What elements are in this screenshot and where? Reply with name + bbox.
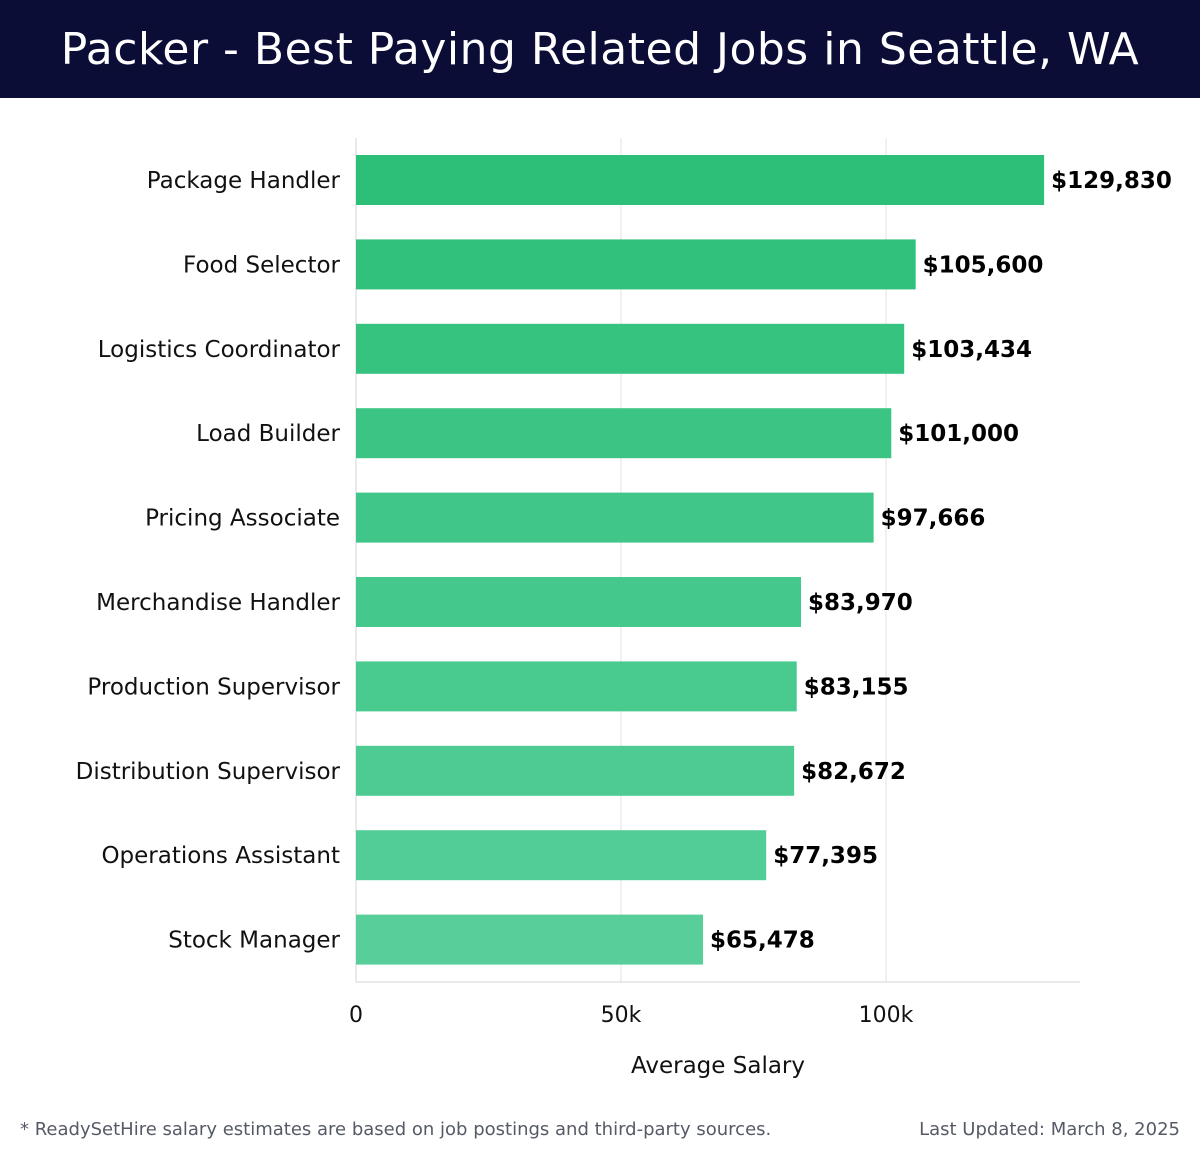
- value-label-1: $105,600: [923, 252, 1044, 278]
- value-label-2: $103,434: [911, 337, 1032, 363]
- bar-1: [356, 239, 916, 290]
- chart-title: Packer - Best Paying Related Jobs in Sea…: [60, 23, 1140, 75]
- category-label-4: Pricing Associate: [145, 506, 340, 532]
- category-label-6: Production Supervisor: [87, 674, 340, 700]
- category-label-5: Merchandise Handler: [96, 590, 340, 616]
- value-label-0: $129,830: [1051, 168, 1172, 194]
- category-label-0: Package Handler: [147, 168, 341, 194]
- value-label-3: $101,000: [898, 421, 1019, 447]
- x-axis-title: Average Salary: [631, 1053, 805, 1079]
- last-updated: Last Updated: March 8, 2025: [919, 1119, 1180, 1140]
- bar-8: [356, 830, 767, 881]
- bar-9: [356, 914, 704, 965]
- bar-2: [356, 323, 905, 374]
- bar-6: [356, 661, 797, 712]
- value-label-6: $83,155: [804, 674, 909, 700]
- value-label-4: $97,666: [881, 506, 986, 532]
- bar-0: [356, 155, 1045, 205]
- bar-7: [356, 745, 795, 796]
- value-label-9: $65,478: [710, 928, 815, 954]
- value-label-7: $82,672: [801, 759, 906, 785]
- category-label-1: Food Selector: [183, 252, 340, 278]
- bar-5: [356, 577, 802, 627]
- bar-4: [356, 492, 874, 543]
- category-label-9: Stock Manager: [168, 928, 340, 954]
- x-tick-label-1: 50k: [601, 1003, 642, 1028]
- value-label-5: $83,970: [808, 590, 913, 616]
- x-tick-label-2: 100k: [859, 1003, 914, 1028]
- category-label-7: Distribution Supervisor: [76, 759, 341, 785]
- category-label-2: Logistics Coordinator: [98, 337, 341, 363]
- footer-note: * ReadySetHire salary estimates are base…: [20, 1119, 772, 1140]
- category-label-3: Load Builder: [196, 421, 340, 447]
- chart-header: Packer - Best Paying Related Jobs in Sea…: [0, 0, 1200, 98]
- bar-3: [356, 408, 892, 459]
- value-label-8: $77,395: [773, 843, 878, 869]
- x-tick-label-0: 0: [349, 1003, 363, 1028]
- category-label-8: Operations Assistant: [101, 843, 340, 869]
